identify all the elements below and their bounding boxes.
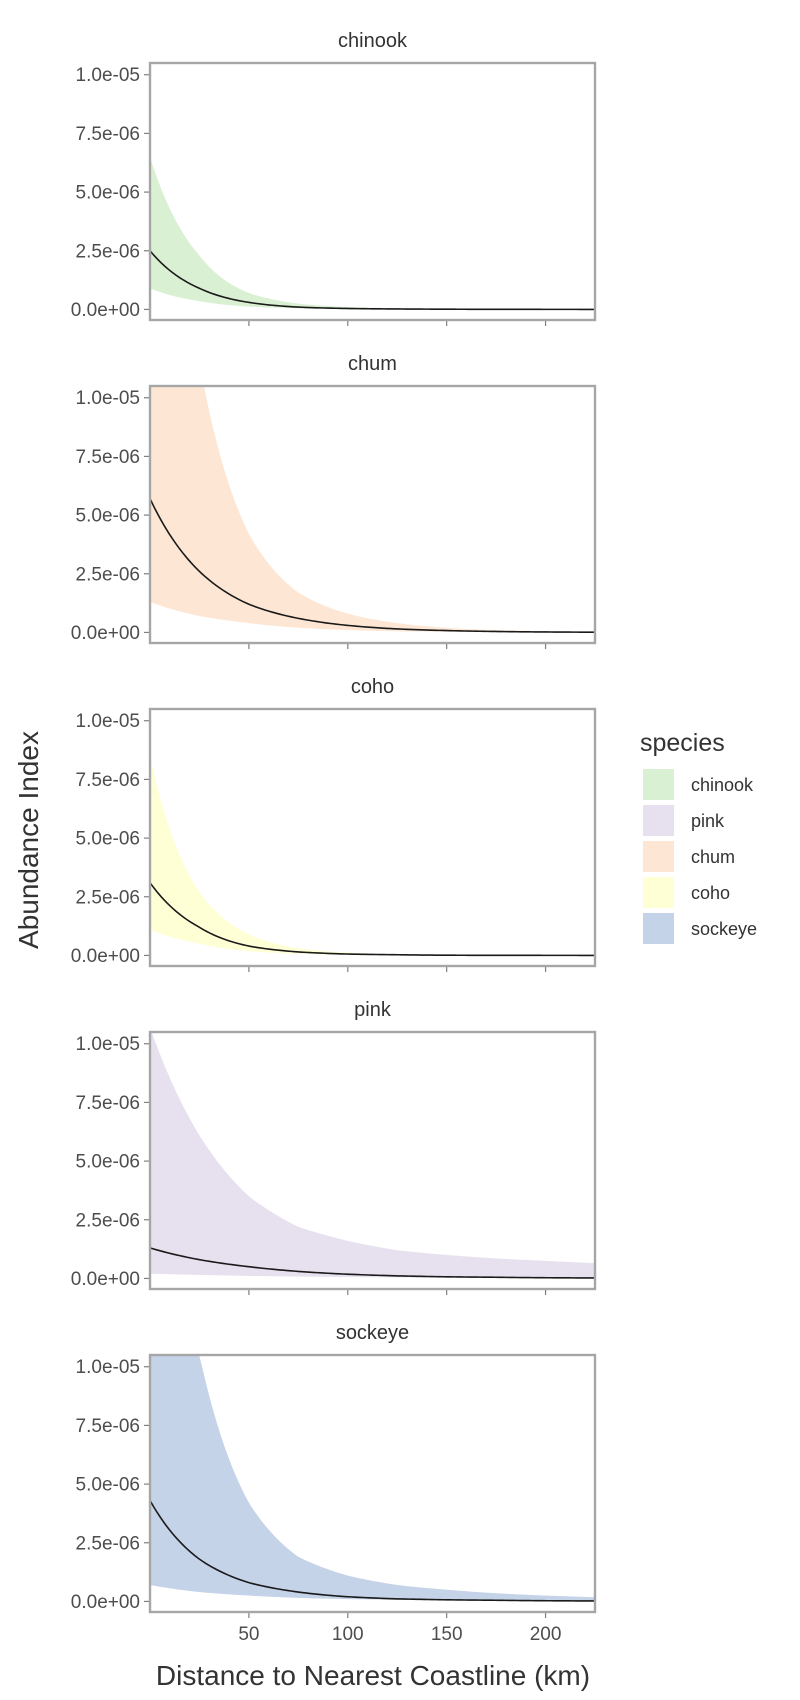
fit-line-chinook (150, 250, 595, 311)
legend-label: coho (691, 883, 730, 903)
ci-band-sockeye (150, 1355, 595, 1601)
y-tick-label: 0.0e+00 (71, 946, 140, 967)
y-tick-label: 2.5e-06 (76, 1210, 140, 1231)
x-tick-label: 150 (431, 1624, 463, 1645)
fit-line-sockeye (150, 1500, 595, 1602)
facet-panel-pink: pink 0.0e+00 2.5e-06 5.0e-06 7.5e-06 1.0e-05 (71, 999, 597, 1295)
y-tick-label: 5.0e-06 (76, 183, 140, 204)
y-tick-label: 2.5e-06 (76, 241, 140, 262)
panel-border (148, 1353, 597, 1614)
panel-border (148, 61, 597, 322)
facet-panel-chinook: chinook 0.0e+00 2.5e-06 5.0e-06 7.5e-06 1.0e-… (71, 30, 597, 326)
facet-panel-sockeye: sockeye 0.0e+00 2.5e-06 5.0e-06 7.5e-06 1.0e-… (71, 1322, 597, 1618)
facet-title-chinook: chinook (338, 30, 408, 52)
x-tick-label: 100 (332, 1624, 364, 1645)
y-tick-label: 2.5e-06 (76, 1533, 140, 1554)
legend-item-coho: coho (643, 877, 730, 908)
legend-label: chinook (691, 775, 754, 795)
fit-line-chum (150, 498, 595, 633)
ci-band-chinook (150, 156, 595, 310)
y-tick-label: 0.0e+00 (71, 623, 140, 644)
ci-band-chum (150, 386, 595, 633)
y-tick-label: 0.0e+00 (71, 1592, 140, 1613)
facet-panel-chum: chum 0.0e+00 2.5e-06 5.0e-06 7.5e-06 1.0e-05 (71, 353, 597, 649)
panel-border (148, 1030, 597, 1291)
facet-panels: chinook 0.0e+00 2.5e-06 5.0e-06 7.5e-06 1.0e-… (71, 30, 597, 1618)
x-tick-label: 200 (530, 1624, 562, 1645)
y-tick-label: 1.0e-05 (76, 1034, 140, 1055)
legend-swatch (643, 877, 674, 908)
panel-border (148, 384, 597, 645)
y-axis-title: Abundance Index (13, 731, 44, 949)
legend-label: pink (691, 811, 725, 831)
y-tick-label: 1.0e-05 (76, 65, 140, 86)
legend-title: species (640, 729, 725, 757)
x-axis-title: Distance to Nearest Coastline (km) (156, 1660, 590, 1691)
legend-item-chinook: chinook (643, 769, 754, 800)
legend-label: chum (691, 847, 735, 867)
fit-line-coho (150, 882, 595, 957)
y-tick-label: 1.0e-05 (76, 1357, 140, 1378)
legend-item-chum: chum (643, 841, 735, 872)
legend: species chinook pink chum coho sockeye (640, 729, 757, 944)
y-tick-label: 7.5e-06 (76, 1416, 140, 1437)
y-tick-label: 5.0e-06 (76, 1152, 140, 1173)
legend-item-sockeye: sockeye (643, 913, 757, 944)
legend-label: sockeye (691, 919, 757, 939)
legend-swatch (643, 913, 674, 944)
y-tick-label: 1.0e-05 (76, 388, 140, 409)
legend-item-pink: pink (643, 805, 725, 836)
ci-band-pink (150, 1032, 595, 1279)
facet-panel-coho: coho 0.0e+00 2.5e-06 5.0e-06 7.5e-06 1.0e-05 (71, 676, 597, 972)
x-axis: 50 100 150 200 (238, 1624, 561, 1645)
legend-swatch (643, 841, 674, 872)
facet-title-chum: chum (348, 353, 397, 375)
y-tick-label: 5.0e-06 (76, 506, 140, 527)
facet-title-pink: pink (354, 999, 392, 1021)
fit-line-pink (150, 1247, 595, 1279)
y-tick-label: 0.0e+00 (71, 1269, 140, 1290)
y-tick-label: 2.5e-06 (76, 887, 140, 908)
facet-title-sockeye: sockeye (336, 1322, 409, 1344)
ci-band-coho (150, 755, 595, 956)
y-tick-label: 7.5e-06 (76, 770, 140, 791)
y-tick-label: 5.0e-06 (76, 1475, 140, 1496)
y-tick-label: 1.0e-05 (76, 711, 140, 732)
y-tick-label: 7.5e-06 (76, 1093, 140, 1114)
y-tick-label: 0.0e+00 (71, 300, 140, 321)
legend-swatch (643, 769, 674, 800)
y-tick-label: 5.0e-06 (76, 829, 140, 850)
x-tick-label: 50 (238, 1624, 259, 1645)
y-tick-label: 7.5e-06 (76, 124, 140, 145)
panel-border (148, 707, 597, 968)
y-tick-label: 2.5e-06 (76, 564, 140, 585)
facet-title-coho: coho (351, 676, 394, 698)
legend-swatch (643, 805, 674, 836)
y-tick-label: 7.5e-06 (76, 447, 140, 468)
